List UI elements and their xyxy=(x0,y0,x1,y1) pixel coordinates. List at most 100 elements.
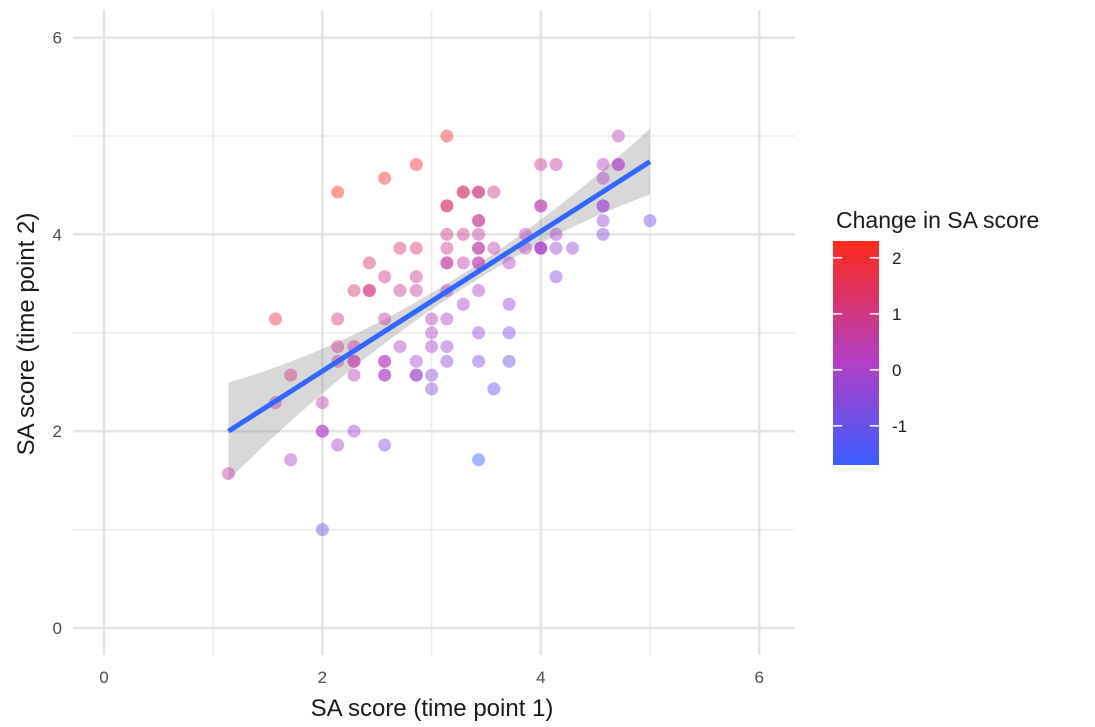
data-point xyxy=(440,199,453,212)
data-point xyxy=(503,355,516,368)
data-point xyxy=(363,284,376,297)
data-point xyxy=(316,523,329,536)
data-point xyxy=(410,270,423,283)
data-point xyxy=(472,242,485,255)
color-legend: Change in SA score 2 1 0 -1 xyxy=(833,207,1039,465)
y-axis-title: SA score (time point 2) xyxy=(13,213,40,456)
data-point xyxy=(378,270,391,283)
data-point xyxy=(440,242,453,255)
data-point xyxy=(550,242,563,255)
data-point xyxy=(378,355,391,368)
x-axis-title: SA score (time point 1) xyxy=(311,695,554,722)
confidence-band xyxy=(229,129,651,480)
data-point xyxy=(440,340,453,353)
data-point xyxy=(534,199,547,212)
data-point xyxy=(440,228,453,241)
data-point xyxy=(487,242,500,255)
data-point xyxy=(566,242,579,255)
data-point xyxy=(440,313,453,326)
x-tick-label: 2 xyxy=(318,668,327,687)
data-point xyxy=(472,326,485,339)
data-point xyxy=(348,355,361,368)
data-point xyxy=(378,172,391,185)
data-point xyxy=(472,355,485,368)
data-point xyxy=(597,228,610,241)
data-point xyxy=(316,396,329,409)
data-point xyxy=(331,340,344,353)
y-tick-labels: 0 2 4 6 xyxy=(53,29,62,638)
trend-line-group xyxy=(228,162,650,432)
data-point xyxy=(612,158,625,171)
data-point xyxy=(457,228,470,241)
data-point xyxy=(457,298,470,311)
data-point xyxy=(487,186,500,199)
data-point xyxy=(269,313,282,326)
data-point xyxy=(597,214,610,227)
data-point xyxy=(534,158,547,171)
data-point xyxy=(331,438,344,451)
data-point xyxy=(284,369,297,382)
legend-title: Change in SA score xyxy=(836,207,1039,233)
data-point xyxy=(410,369,423,382)
y-tick-label: 4 xyxy=(53,225,62,244)
data-point xyxy=(425,326,438,339)
data-point xyxy=(331,313,344,326)
data-point xyxy=(393,340,406,353)
data-point xyxy=(393,242,406,255)
legend-tick-label: 2 xyxy=(892,249,901,268)
data-point xyxy=(410,355,423,368)
data-point xyxy=(284,453,297,466)
x-tick-labels: 0 2 4 6 xyxy=(99,668,764,687)
data-point xyxy=(550,158,563,171)
data-point xyxy=(425,313,438,326)
data-point xyxy=(472,453,485,466)
x-tick-label: 6 xyxy=(754,668,763,687)
data-point xyxy=(348,284,361,297)
data-point xyxy=(550,270,563,283)
y-tick-label: 2 xyxy=(53,422,62,441)
data-point xyxy=(487,382,500,395)
data-point xyxy=(597,199,610,212)
data-point xyxy=(410,158,423,171)
data-point xyxy=(425,369,438,382)
data-point xyxy=(503,256,516,269)
data-point xyxy=(222,467,235,480)
data-point xyxy=(457,186,470,199)
legend-colorbar xyxy=(833,241,879,465)
data-point xyxy=(440,256,453,269)
trend-line xyxy=(228,162,650,432)
data-point xyxy=(425,340,438,353)
y-tick-label: 6 xyxy=(53,29,62,48)
data-point xyxy=(503,326,516,339)
data-point xyxy=(316,425,329,438)
legend-tick-label: -1 xyxy=(892,417,907,436)
data-point xyxy=(472,228,485,241)
data-point xyxy=(550,228,563,241)
data-point xyxy=(612,130,625,143)
data-point xyxy=(378,369,391,382)
data-point xyxy=(597,158,610,171)
data-point xyxy=(472,214,485,227)
data-point xyxy=(331,186,344,199)
data-point xyxy=(363,256,376,269)
data-point xyxy=(457,256,470,269)
data-point xyxy=(440,355,453,368)
legend-tick-label: 1 xyxy=(892,305,901,324)
data-point xyxy=(378,313,391,326)
data-point xyxy=(378,438,391,451)
data-point xyxy=(440,130,453,143)
data-point xyxy=(644,214,657,227)
data-point xyxy=(410,242,423,255)
data-point xyxy=(472,284,485,297)
legend-tick-label: 0 xyxy=(892,361,901,380)
data-point xyxy=(425,382,438,395)
data-point xyxy=(503,298,516,311)
x-tick-label: 0 xyxy=(99,668,108,687)
data-point xyxy=(410,284,423,297)
data-point xyxy=(472,186,485,199)
data-point xyxy=(348,369,361,382)
x-tick-label: 4 xyxy=(536,668,545,687)
data-point xyxy=(348,425,361,438)
data-point xyxy=(393,284,406,297)
